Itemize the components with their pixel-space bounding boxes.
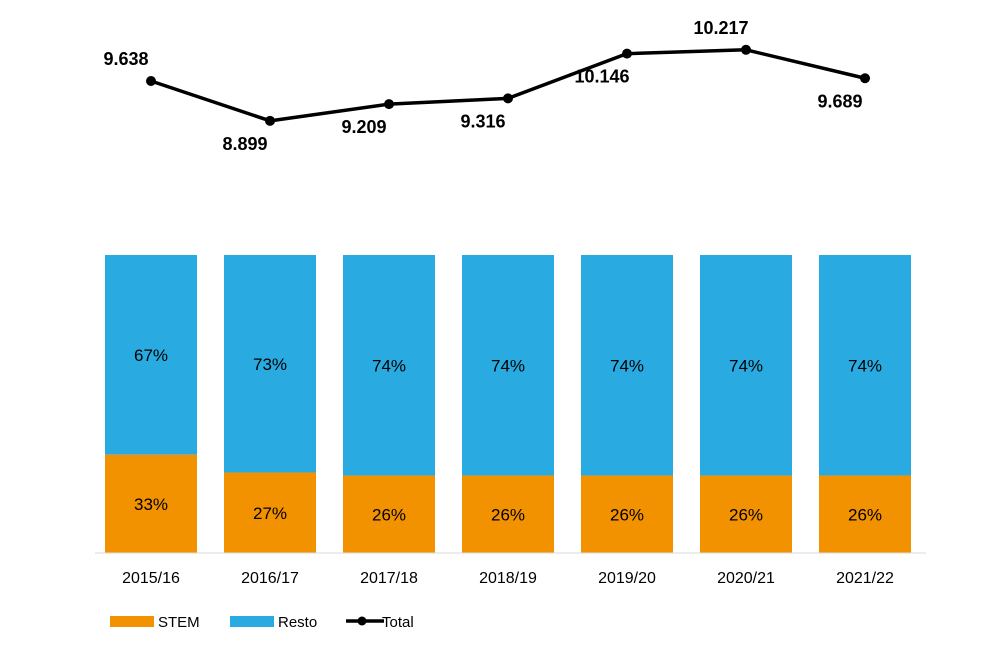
data-label-resto-2015-16: 67% (134, 346, 168, 365)
legend-swatch-resto (230, 616, 274, 627)
total-label-2020-21: 10.217 (693, 18, 748, 38)
x-tick-2016-17: 2016/17 (241, 570, 299, 587)
total-point-2021-22 (860, 73, 870, 84)
total-line-group: 9.638 8.899 9.209 9.316 10.146 10.217 9.689 (103, 18, 870, 154)
data-label-resto-2020-21: 74% (729, 356, 763, 375)
x-tick-2015-16: 2015/16 (122, 570, 180, 587)
total-point-2019-20 (622, 48, 632, 59)
data-label-stem-2021-22: 26% (848, 505, 882, 524)
bars-group (105, 255, 911, 553)
bar-stem-2017-18 (343, 475, 435, 553)
legend-swatch-marker-total (357, 616, 367, 626)
bar-stem-2015-16 (105, 454, 197, 553)
legend-swatch-stem (110, 616, 154, 627)
total-point-2020-21 (741, 44, 751, 55)
total-label-2017-18: 9.209 (341, 117, 386, 137)
data-label-resto-2021-22: 74% (848, 356, 882, 375)
bar-stem-2019-20 (581, 475, 673, 553)
legend-label-total: Total (382, 614, 414, 631)
total-point-2016-17 (265, 115, 275, 126)
x-tick-2017-18: 2017/18 (360, 570, 418, 587)
x-tick-2020-21: 2020/21 (717, 570, 775, 587)
data-label-stem-2016-17: 27% (253, 504, 287, 523)
bar-stem-2021-22 (819, 475, 911, 553)
bar-resto-2016-17 (224, 255, 316, 473)
data-label-resto-2017-18: 74% (372, 356, 406, 375)
bar-resto-2020-21 (700, 255, 792, 476)
data-label-stem-2020-21: 26% (729, 505, 763, 524)
bar-stem-2018-19 (462, 475, 554, 553)
legend-label-stem: STEM (158, 614, 200, 631)
bar-labels-group: 67% 33% 73% 27% 74% 26% 74% 26% 74% 26% 74% 26% 74% 2… (134, 346, 882, 524)
legend: STEM Resto Total (110, 614, 414, 631)
total-label-2018-19: 9.316 (460, 111, 505, 131)
total-point-2015-16 (146, 76, 156, 87)
bar-resto-2019-20 (581, 255, 673, 476)
data-label-stem-2018-19: 26% (491, 505, 525, 524)
x-tick-2019-20: 2019/20 (598, 570, 656, 587)
legend-label-resto: Resto (278, 614, 317, 631)
data-label-stem-2019-20: 26% (610, 505, 644, 524)
total-label-2016-17: 8.899 (222, 134, 267, 154)
bar-resto-2015-16 (105, 255, 197, 455)
total-label-2019-20: 10.146 (574, 67, 629, 87)
total-point-2018-19 (503, 93, 513, 104)
bar-stem-2020-21 (700, 475, 792, 553)
data-label-resto-2018-19: 74% (491, 356, 525, 375)
data-label-resto-2016-17: 73% (253, 355, 287, 374)
total-label-2015-16: 9.638 (103, 49, 148, 69)
bar-resto-2021-22 (819, 255, 911, 476)
data-label-stem-2017-18: 26% (372, 505, 406, 524)
bar-resto-2017-18 (343, 255, 435, 476)
total-line (150, 48, 866, 123)
x-tick-2018-19: 2018/19 (479, 570, 537, 587)
bar-stem-2016-17 (224, 472, 316, 553)
bar-resto-2018-19 (462, 255, 554, 476)
data-label-resto-2019-20: 74% (610, 356, 644, 375)
total-label-2021-22: 9.689 (817, 91, 862, 111)
x-axis-tick-labels: 2015/16 2016/17 2017/18 2018/19 2019/20 2020/… (122, 570, 894, 587)
total-point-2017-18 (384, 99, 394, 110)
x-tick-2021-22: 2021/22 (836, 570, 894, 587)
data-label-stem-2015-16: 33% (134, 495, 168, 514)
